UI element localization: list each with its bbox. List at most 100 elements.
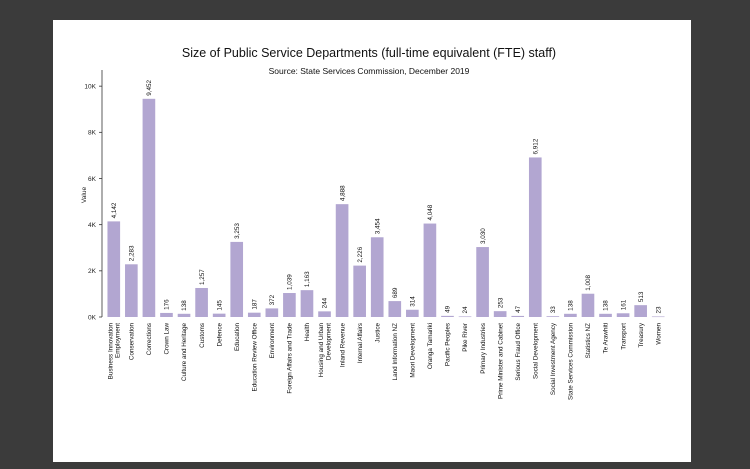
category-label: Treasury [638, 322, 645, 347]
bar [441, 315, 454, 317]
category-label-line: Housing and Urban [318, 323, 325, 378]
category-label-line: Transport [620, 323, 627, 350]
data-label: 138 [181, 300, 188, 311]
category-label: State Services Commission [568, 323, 575, 400]
category-label: Defence [216, 323, 223, 347]
category-label-line: Internal Affairs [357, 323, 364, 363]
category-label-line: Conservation [129, 323, 136, 361]
category-label-line: Prime Minister and Cabinet [497, 323, 504, 399]
category-label-line: Business Innovation [107, 323, 114, 380]
data-label: 138 [568, 300, 575, 311]
category-label: Transport [620, 323, 627, 350]
bar [476, 247, 489, 317]
category-label: Customs [199, 323, 206, 348]
category-label-line: Oranga Tamariki [427, 323, 434, 369]
category-label-line: Foreign Affairs and Trade [287, 323, 294, 394]
y-axis-ticks: 0K 2K 4K 6K 8K 10K [84, 83, 102, 321]
data-labels-group: 4,142 2,283 9,452 176 138 1,257 145 3,253 187 372… [111, 80, 662, 314]
category-label: Corrections [146, 323, 153, 355]
category-label: Serious Fraud Office [515, 323, 522, 381]
data-label: 2,226 [357, 246, 364, 262]
data-label: 23 [655, 306, 662, 314]
bar [651, 316, 665, 318]
category-label-line: Serious Fraud Office [515, 323, 522, 381]
bar [406, 309, 419, 317]
data-label: 3,454 [374, 218, 381, 234]
category-label-line: Development [325, 323, 332, 360]
category-label-line: Land Information NZ [392, 323, 399, 381]
data-label: 3,253 [234, 223, 241, 239]
data-label: 138 [603, 300, 610, 311]
data-label: 513 [638, 291, 645, 302]
chart-subtitle: Source: State Services Commission, Decem… [269, 66, 470, 76]
data-label: 6,912 [532, 138, 539, 154]
chart-title: Size of Public Service Departments (full… [182, 46, 556, 60]
category-label: Housing and Urban Development [318, 323, 332, 378]
data-label: 33 [550, 306, 557, 314]
y-axis-label: Value [81, 187, 88, 204]
category-label-line: Environment [269, 323, 276, 359]
bar [283, 293, 296, 317]
category-label-line: Justice [374, 323, 381, 343]
data-label: 4,888 [339, 185, 346, 201]
chart-panel: Size of Public Service Departments (full… [53, 20, 691, 462]
category-label: Culture and Heritage [181, 323, 188, 382]
bar [493, 311, 507, 317]
category-label: Conservation [129, 323, 136, 361]
category-label: Environment [269, 323, 276, 359]
category-label-line: Women [655, 323, 662, 345]
data-label: 1,163 [304, 271, 311, 287]
bar [564, 313, 577, 317]
data-label: 4,142 [111, 202, 118, 218]
category-label: Maori Development [410, 323, 417, 378]
category-label-line: State Services Commission [568, 323, 575, 400]
category-label-line: Pacific Peoples [445, 323, 452, 366]
category-label-line: Pike River [462, 323, 469, 352]
data-label: 253 [497, 297, 504, 308]
y-tick-label: 0K [88, 314, 97, 321]
category-label-line: Statistics NZ [585, 323, 592, 358]
category-label: Social Development [532, 323, 539, 379]
category-label-line: Employment [115, 323, 122, 358]
data-label: 1,257 [199, 269, 206, 285]
category-label-line: Primary Industries [480, 323, 487, 374]
category-label-line: Education [234, 323, 241, 352]
bar [370, 237, 384, 317]
category-label: Oranga Tamariki [427, 323, 434, 369]
data-label: 145 [216, 300, 223, 311]
bar [616, 313, 630, 317]
category-label-line: Culture and Heritage [181, 323, 188, 382]
category-label: Health [304, 323, 311, 342]
category-label: Foreign Affairs and Trade [287, 323, 294, 394]
category-label: Education [234, 323, 241, 352]
bar [458, 316, 472, 318]
category-label-line: Defence [216, 323, 223, 347]
bar [230, 241, 244, 317]
data-label: 187 [251, 299, 258, 310]
data-label: 24 [462, 306, 469, 314]
bar [177, 313, 191, 317]
category-label: Pike River [462, 323, 469, 352]
category-label: Te Arawhiti [603, 323, 610, 353]
y-tick-label: 8K [88, 130, 97, 137]
data-label: 4,048 [427, 204, 434, 220]
data-label: 3,030 [480, 228, 487, 244]
category-label-line: Inland Revenue [339, 323, 346, 368]
category-label-line: Education Review Office [251, 323, 258, 392]
data-label: 372 [269, 294, 276, 305]
data-label: 314 [410, 296, 417, 307]
category-label-line: Maori Development [410, 323, 417, 378]
category-label: Crown Law [164, 323, 171, 355]
category-label-line: Corrections [146, 323, 153, 355]
data-label: 47 [515, 305, 522, 313]
data-label: 244 [322, 297, 329, 308]
bar [634, 305, 647, 317]
bar [300, 290, 314, 317]
bar [335, 204, 349, 317]
category-label-line: Social Investment Agency [550, 322, 557, 395]
data-label: 1,008 [585, 274, 592, 290]
bar-chart: Size of Public Service Departments (full… [81, 46, 665, 400]
category-label-line: Social Development [532, 323, 539, 379]
bars-group [107, 98, 665, 318]
category-label: Women [655, 323, 662, 345]
